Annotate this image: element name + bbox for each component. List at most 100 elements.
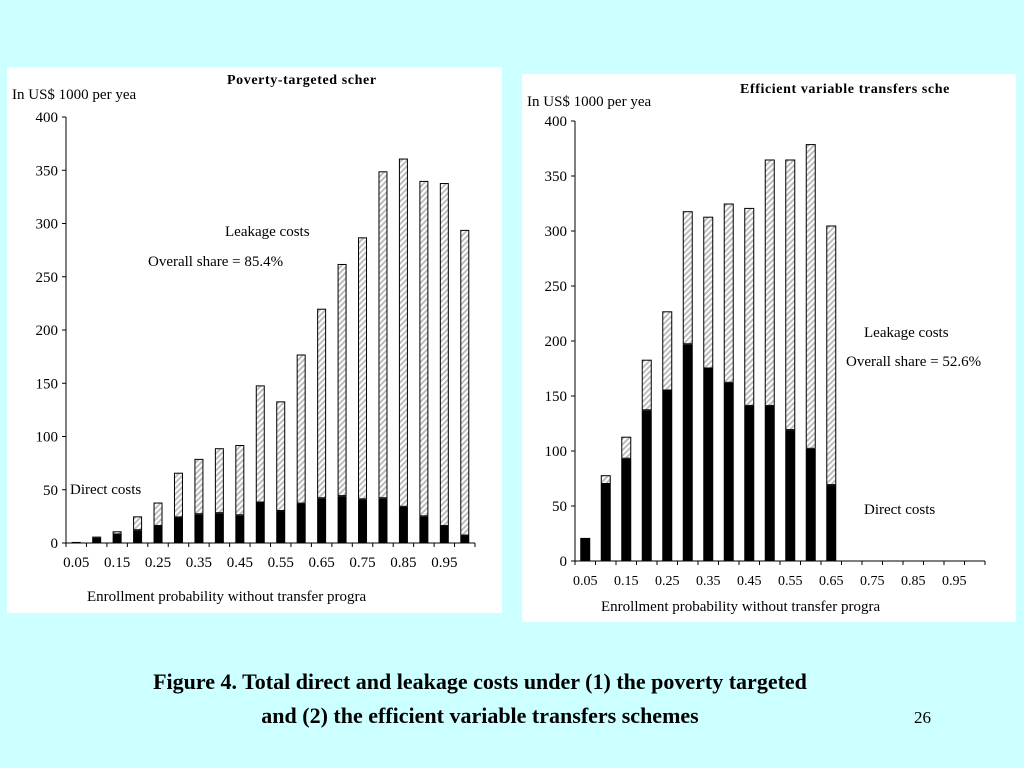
bar-leakage-costs	[600, 475, 611, 485]
bar-direct-costs	[641, 410, 652, 561]
bar-leakage-costs	[682, 211, 693, 345]
leakage-costs-label: Leakage costs	[864, 325, 949, 341]
x-tick-label: 0.05	[63, 555, 89, 571]
bar-leakage-costs	[358, 237, 368, 500]
y-tick-label: 350	[36, 163, 59, 179]
y-tick-label: 150	[36, 376, 59, 392]
caption-line-2: and (2) the efficient variable transfers…	[261, 703, 699, 728]
bar-direct-costs	[317, 498, 327, 543]
y-tick-label: 350	[545, 169, 568, 185]
x-tick-label: 0.95	[942, 574, 967, 589]
bar-direct-costs	[235, 515, 245, 543]
bar-direct-costs	[805, 448, 816, 561]
bar-leakage-costs	[662, 311, 673, 391]
chart-panel-efficient-variable: Efficient variable transfers sche In US$…	[522, 74, 1016, 622]
y-tick-label: 400	[545, 114, 568, 130]
bar-direct-costs	[826, 485, 837, 561]
bar-leakage-costs	[621, 436, 632, 459]
x-tick-label: 0.25	[145, 555, 171, 571]
bar-leakage-costs	[744, 207, 755, 406]
bar-leakage-costs	[460, 229, 470, 536]
x-tick-label: 0.55	[778, 574, 803, 589]
y-tick-label: 100	[545, 444, 568, 460]
x-tick-label: 0.75	[860, 574, 885, 589]
bar-direct-costs	[214, 513, 224, 543]
x-tick-label: 0.75	[349, 555, 375, 571]
y-tick-label: 300	[545, 224, 568, 240]
bar-leakage-costs	[641, 359, 652, 411]
bar-leakage-costs	[378, 171, 388, 499]
leakage-costs-label: Leakage costs	[225, 224, 310, 240]
bar-leakage-costs	[764, 159, 775, 406]
bar-direct-costs	[173, 517, 183, 543]
bar-leakage-costs	[214, 448, 224, 514]
bar-direct-costs	[112, 534, 122, 543]
bar-direct-costs	[153, 525, 163, 543]
bar-direct-costs	[337, 496, 347, 543]
bar-leakage-costs	[235, 445, 245, 516]
x-tick-label: 0.55	[268, 555, 294, 571]
x-tick-label: 0.25	[655, 574, 680, 589]
bar-direct-costs	[276, 511, 286, 543]
chart-title: Poverty-targeted scher	[227, 73, 377, 88]
bar-leakage-costs	[173, 472, 183, 518]
y-axis-unit-label: In US$ 1000 per yea	[527, 94, 652, 110]
bar-direct-costs	[460, 535, 470, 543]
bar-direct-costs	[358, 499, 368, 543]
bar-leakage-costs	[337, 263, 347, 497]
bar-direct-costs	[764, 405, 775, 561]
x-tick-label: 0.15	[104, 555, 130, 571]
y-tick-label: 150	[545, 389, 568, 405]
caption-line-1: Figure 4. Total direct and leakage costs…	[153, 669, 807, 694]
x-axis-title: Enrollment probability without transfer …	[601, 599, 881, 615]
bar-leakage-costs	[785, 159, 796, 431]
y-tick-label: 50	[43, 483, 58, 499]
y-tick-label: 100	[36, 430, 59, 446]
bar-leakage-costs	[805, 144, 816, 449]
x-tick-label: 0.45	[737, 574, 762, 589]
bar-leakage-costs	[194, 458, 204, 515]
bar-direct-costs	[133, 530, 143, 543]
x-axis-title: Enrollment probability without transfer …	[87, 589, 367, 605]
direct-costs-label: Direct costs	[70, 482, 142, 498]
bar-direct-costs	[785, 430, 796, 561]
bar-leakage-costs	[317, 308, 327, 499]
y-tick-label: 300	[36, 217, 59, 233]
leakage-share-label: Overall share = 85.4%	[148, 254, 284, 270]
leakage-share-label: Overall share = 52.6%	[846, 354, 982, 370]
page-number: 26	[914, 708, 931, 727]
bar-direct-costs	[723, 382, 734, 561]
bar-direct-costs	[378, 498, 388, 543]
x-tick-label: 0.65	[819, 574, 844, 589]
bar-leakage-costs	[133, 516, 143, 531]
y-tick-label: 200	[545, 334, 568, 350]
bar-direct-costs	[419, 516, 429, 543]
direct-costs-label: Direct costs	[864, 502, 936, 518]
figure-caption: Figure 4. Total direct and leakage costs…	[40, 665, 920, 733]
x-tick-label: 0.35	[696, 574, 721, 589]
bar-direct-costs	[580, 539, 591, 561]
y-tick-label: 0	[51, 536, 59, 552]
y-tick-label: 0	[560, 554, 568, 570]
x-tick-label: 0.85	[390, 555, 416, 571]
x-tick-label: 0.35	[186, 555, 212, 571]
bar-direct-costs	[662, 390, 673, 561]
bar-direct-costs	[92, 537, 102, 543]
y-tick-label: 50	[552, 499, 567, 515]
bar-direct-costs	[682, 344, 693, 561]
x-tick-label: 0.05	[573, 574, 598, 589]
bar-leakage-costs	[255, 385, 265, 503]
bar-direct-costs	[621, 458, 632, 561]
y-tick-label: 250	[545, 279, 568, 295]
bar-leakage-costs	[276, 401, 286, 512]
bar-direct-costs	[703, 368, 714, 561]
bar-direct-costs	[296, 503, 306, 543]
bar-leakage-costs	[703, 216, 714, 369]
bar-direct-costs	[398, 506, 408, 543]
bar-leakage-costs	[723, 203, 734, 383]
bar-chart-svg: 0 50 100 150 200 250 300 350 400 0.05 0.15 0.25 0.35…	[545, 114, 986, 589]
x-tick-label: 0.85	[901, 574, 926, 589]
bar-leakage-costs	[419, 180, 429, 517]
y-tick-label: 250	[36, 270, 59, 286]
bar-direct-costs	[194, 514, 204, 543]
